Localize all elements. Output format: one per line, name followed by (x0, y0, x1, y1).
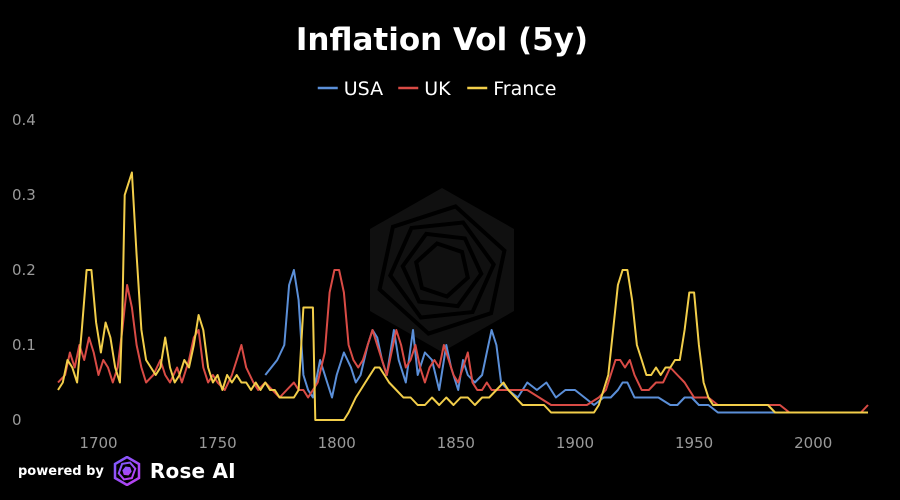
series-line-france (57, 171, 868, 421)
x-tick-label: 1700 (79, 434, 117, 452)
y-tick-label: 0.4 (12, 111, 36, 129)
x-tick-label: 1850 (437, 434, 475, 452)
y-tick-label: 0.2 (12, 261, 36, 279)
x-tick-label: 1900 (556, 434, 594, 452)
x-tick-label: 2000 (794, 434, 832, 452)
rose-ai-logo-icon (113, 456, 141, 486)
powered-by-label: powered by (18, 463, 104, 479)
series-line-uk (57, 269, 869, 414)
brand-name: Rose AI (149, 459, 236, 483)
x-axis: 1700 1750 1800 1850 1900 1950 2000 (79, 434, 832, 452)
y-axis: 0 0.1 0.2 0.3 0.4 (12, 111, 36, 429)
plot-area (57, 171, 869, 421)
x-tick-label: 1750 (199, 434, 237, 452)
legend-label-france[interactable]: France (493, 78, 556, 100)
legend-label-usa[interactable]: USA (344, 78, 383, 100)
legend: USA UK France (317, 78, 556, 100)
chart-title: Inflation Vol (5y) (296, 22, 588, 58)
footer-branding: powered by Rose AI (18, 456, 236, 486)
y-tick-label: 0.3 (12, 186, 36, 204)
x-tick-label: 1800 (318, 434, 356, 452)
watermark-logo (370, 188, 514, 352)
x-tick-label: 1950 (675, 434, 713, 452)
series-line-usa (264, 269, 868, 414)
y-tick-label: 0.1 (12, 336, 36, 354)
y-tick-label: 0 (12, 411, 22, 429)
legend-label-uk[interactable]: UK (424, 78, 451, 100)
